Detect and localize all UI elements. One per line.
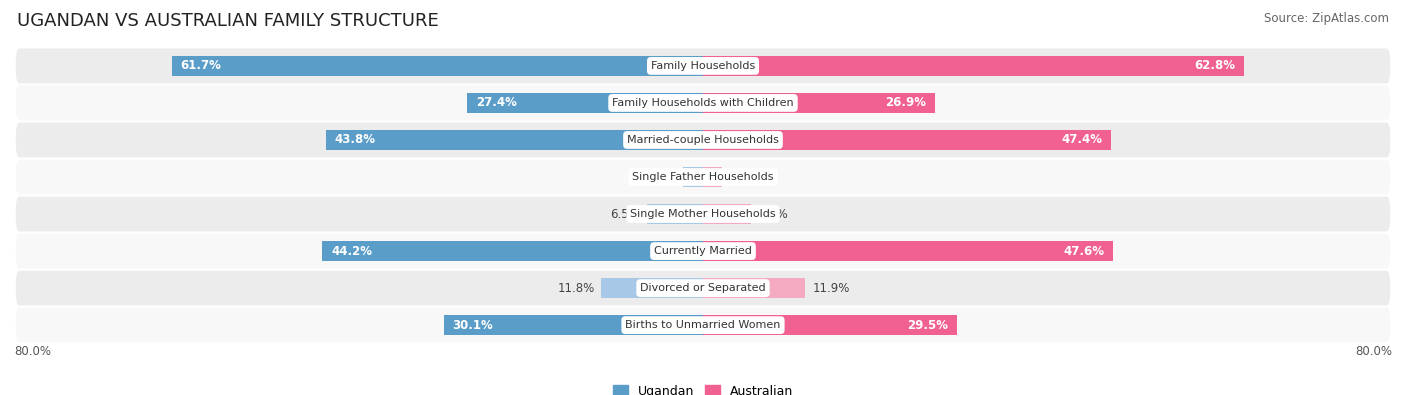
Text: 30.1%: 30.1%: [453, 319, 494, 332]
Bar: [703, 130, 1111, 150]
Bar: [703, 241, 1114, 261]
Text: Single Father Households: Single Father Households: [633, 172, 773, 182]
Text: 26.9%: 26.9%: [884, 96, 927, 109]
Text: Family Households with Children: Family Households with Children: [612, 98, 794, 108]
Text: 47.4%: 47.4%: [1062, 134, 1102, 147]
Text: 6.5%: 6.5%: [610, 207, 640, 220]
Text: 47.6%: 47.6%: [1063, 245, 1104, 258]
Bar: [444, 315, 703, 335]
Text: 5.6%: 5.6%: [758, 207, 787, 220]
Text: Married-couple Households: Married-couple Households: [627, 135, 779, 145]
Bar: [703, 93, 935, 113]
Text: Currently Married: Currently Married: [654, 246, 752, 256]
Text: 27.4%: 27.4%: [475, 96, 516, 109]
Text: 80.0%: 80.0%: [1355, 345, 1392, 358]
Bar: [683, 167, 703, 187]
Bar: [467, 93, 703, 113]
Text: 80.0%: 80.0%: [14, 345, 51, 358]
FancyBboxPatch shape: [15, 234, 1391, 269]
FancyBboxPatch shape: [15, 86, 1391, 120]
FancyBboxPatch shape: [15, 122, 1391, 157]
Text: 62.8%: 62.8%: [1194, 59, 1236, 72]
Bar: [647, 204, 703, 224]
Text: 29.5%: 29.5%: [907, 319, 949, 332]
Bar: [703, 204, 751, 224]
Text: 11.8%: 11.8%: [557, 282, 595, 295]
Text: 61.7%: 61.7%: [180, 59, 221, 72]
Bar: [703, 167, 721, 187]
Bar: [703, 278, 806, 298]
FancyBboxPatch shape: [15, 49, 1391, 83]
Bar: [602, 278, 703, 298]
Text: 43.8%: 43.8%: [335, 134, 375, 147]
Text: 2.3%: 2.3%: [647, 171, 676, 184]
Text: Family Households: Family Households: [651, 61, 755, 71]
Text: Divorced or Separated: Divorced or Separated: [640, 283, 766, 293]
FancyBboxPatch shape: [15, 197, 1391, 231]
Bar: [322, 241, 703, 261]
Bar: [326, 130, 703, 150]
Text: Births to Unmarried Women: Births to Unmarried Women: [626, 320, 780, 330]
FancyBboxPatch shape: [15, 160, 1391, 194]
Legend: Ugandan, Australian: Ugandan, Australian: [609, 380, 797, 395]
FancyBboxPatch shape: [15, 308, 1391, 342]
Bar: [703, 56, 1244, 76]
Text: 11.9%: 11.9%: [813, 282, 849, 295]
Text: 44.2%: 44.2%: [330, 245, 373, 258]
Text: Single Mother Households: Single Mother Households: [630, 209, 776, 219]
Bar: [703, 315, 957, 335]
FancyBboxPatch shape: [15, 271, 1391, 305]
Text: Source: ZipAtlas.com: Source: ZipAtlas.com: [1264, 12, 1389, 25]
Bar: [172, 56, 703, 76]
Text: UGANDAN VS AUSTRALIAN FAMILY STRUCTURE: UGANDAN VS AUSTRALIAN FAMILY STRUCTURE: [17, 12, 439, 30]
Text: 2.2%: 2.2%: [728, 171, 759, 184]
